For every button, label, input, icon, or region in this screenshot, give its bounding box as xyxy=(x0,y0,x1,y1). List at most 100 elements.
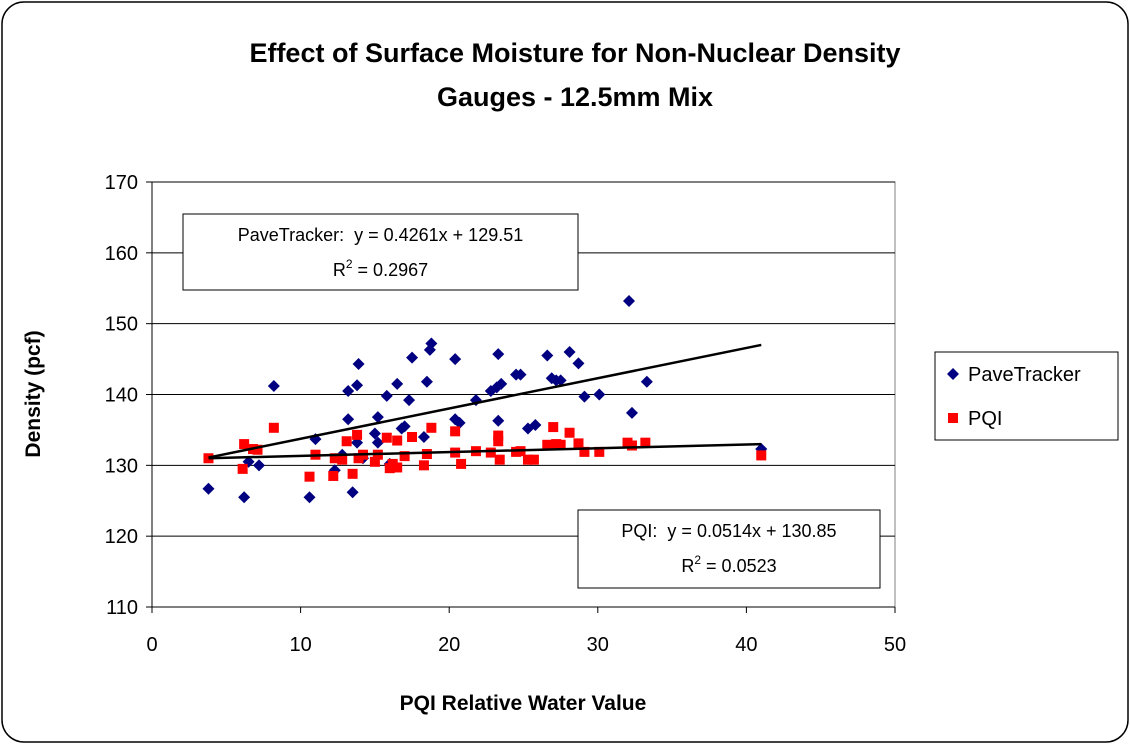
data-point xyxy=(626,440,637,451)
data-point xyxy=(623,295,636,307)
data-point xyxy=(202,482,215,495)
data-point xyxy=(392,462,403,473)
data-point xyxy=(369,456,380,467)
data-point xyxy=(352,429,363,440)
data-point xyxy=(398,420,411,433)
data-point xyxy=(418,460,429,471)
data-point xyxy=(578,390,591,403)
data-point xyxy=(572,357,585,370)
data-point xyxy=(252,459,265,472)
r2-base: R xyxy=(681,556,694,576)
data-point xyxy=(593,388,606,401)
data-point xyxy=(756,450,767,461)
y-tick-label: 140 xyxy=(105,385,138,407)
data-point xyxy=(541,349,554,362)
r2-rest: = 0.2967 xyxy=(353,260,429,280)
data-point xyxy=(492,348,505,361)
data-point xyxy=(381,432,392,443)
y-tick-label: 130 xyxy=(105,455,138,477)
data-point xyxy=(421,449,432,459)
data-point xyxy=(573,438,584,449)
legend-label: PaveTracker xyxy=(968,364,1081,386)
data-point xyxy=(493,436,504,447)
annotation-r2: R2 = 0.2967 xyxy=(333,257,428,280)
data-point xyxy=(341,436,352,447)
data-point xyxy=(450,426,461,437)
annotation-r2: R2 = 0.0523 xyxy=(681,553,776,576)
x-tick-label: 20 xyxy=(438,634,460,656)
data-point xyxy=(337,454,348,465)
data-point xyxy=(594,446,605,457)
annotation-box xyxy=(577,509,881,589)
annotation-equation: PaveTracker: y = 0.4261x + 129.51 xyxy=(238,225,524,245)
chart-title: Effect of Surface Moisture for Non-Nucle… xyxy=(249,38,900,68)
legend-marker xyxy=(947,368,959,380)
data-point xyxy=(267,380,280,392)
data-point xyxy=(392,435,403,446)
annotation-equation: PQI: y = 0.0514x + 130.85 xyxy=(621,521,836,541)
data-point xyxy=(625,406,638,419)
data-point xyxy=(380,389,393,402)
y-tick-label: 170 xyxy=(105,172,138,194)
chart-title: Gauges - 12.5mm Mix xyxy=(437,82,713,112)
data-point xyxy=(328,470,339,481)
data-point xyxy=(425,337,438,350)
trendline xyxy=(208,343,762,459)
data-point xyxy=(239,439,250,450)
r2-rest: = 0.0523 xyxy=(701,556,777,576)
data-point xyxy=(407,432,418,442)
data-point xyxy=(346,486,359,499)
data-point xyxy=(522,454,533,465)
data-point xyxy=(555,439,566,450)
data-point xyxy=(528,454,539,465)
legend-box xyxy=(934,351,1119,441)
x-tick-label: 30 xyxy=(587,634,609,656)
legend-marker xyxy=(948,413,958,423)
data-point xyxy=(426,422,437,433)
data-point xyxy=(403,394,416,407)
y-tick-label: 120 xyxy=(105,526,138,548)
data-point xyxy=(268,422,279,433)
data-point xyxy=(579,446,590,457)
data-point xyxy=(252,444,263,455)
x-tick-label: 50 xyxy=(884,634,906,656)
y-axis-label: Density (pcf) xyxy=(22,330,45,457)
data-point xyxy=(406,351,419,364)
x-axis-label: PQI Relative Water Value xyxy=(400,692,647,715)
data-point xyxy=(237,463,248,474)
data-point xyxy=(456,458,467,469)
x-tick-label: 40 xyxy=(735,634,757,656)
legend-label: PQI xyxy=(968,408,1002,430)
x-tick-label: 0 xyxy=(146,634,157,656)
data-point xyxy=(548,422,559,433)
data-point xyxy=(417,431,430,443)
data-point xyxy=(371,411,384,424)
data-point xyxy=(371,436,384,449)
data-point xyxy=(352,358,365,371)
data-point xyxy=(329,453,340,464)
data-point xyxy=(238,491,251,504)
y-tick-label: 110 xyxy=(106,597,138,619)
data-point xyxy=(304,471,315,482)
x-tick-label: 10 xyxy=(289,634,311,656)
data-point xyxy=(640,437,651,448)
y-tick-label: 160 xyxy=(105,243,138,265)
data-point xyxy=(420,375,433,388)
data-point xyxy=(342,384,355,397)
data-point xyxy=(449,353,462,366)
data-point xyxy=(640,375,653,388)
data-point xyxy=(495,377,508,390)
data-point xyxy=(342,413,355,426)
data-point xyxy=(529,418,542,431)
data-point xyxy=(554,374,567,387)
trendline xyxy=(208,442,762,460)
data-point xyxy=(453,416,466,429)
data-point xyxy=(351,379,364,392)
data-point xyxy=(399,451,410,462)
data-point xyxy=(563,346,576,358)
data-point xyxy=(485,447,496,458)
r2-base: R xyxy=(333,260,346,280)
r2-exponent: 2 xyxy=(346,257,353,271)
data-point xyxy=(542,439,553,450)
y-tick-label: 150 xyxy=(105,314,138,336)
